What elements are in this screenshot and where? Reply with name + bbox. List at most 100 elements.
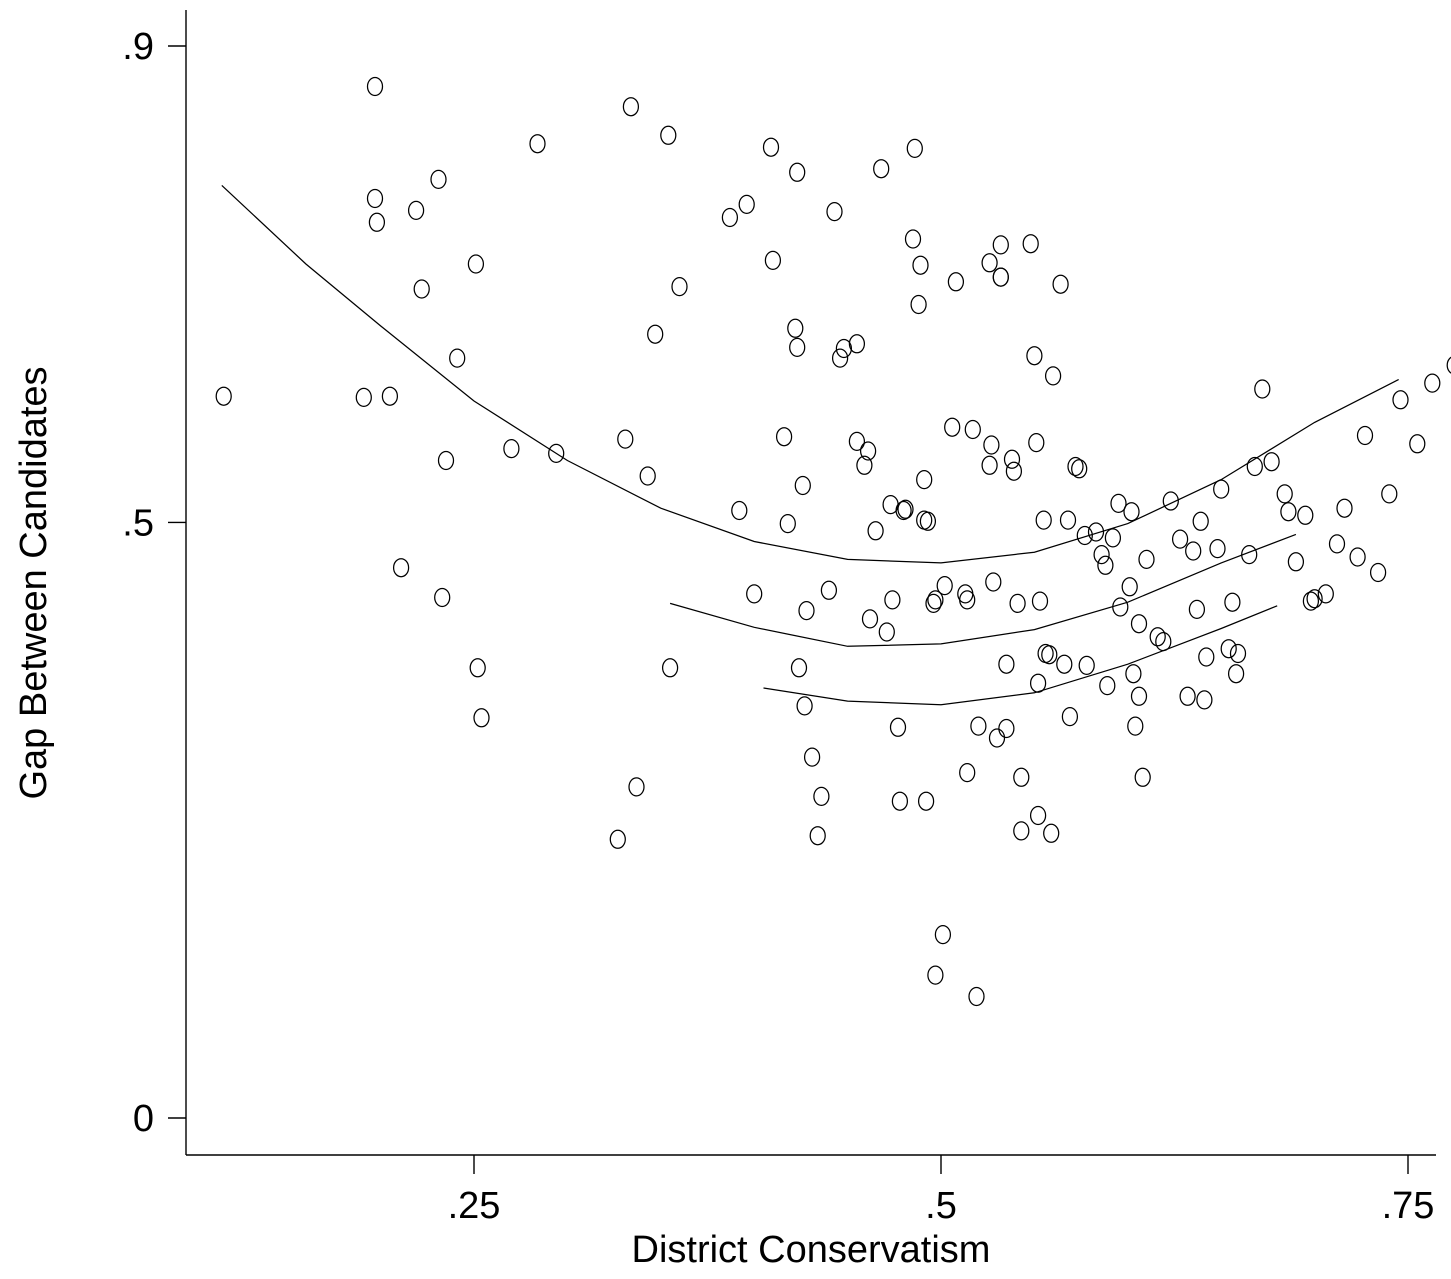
- scatter-point: [1297, 505, 1314, 525]
- scatter-point: [1188, 599, 1206, 620]
- scatter-point: [617, 429, 634, 449]
- scatter-point: [848, 334, 866, 354]
- scatter-point: [906, 138, 923, 159]
- scatter-point: [628, 777, 645, 797]
- scatter-point: [437, 450, 455, 471]
- scatter-point: [503, 438, 520, 459]
- scatter-point: [366, 76, 384, 97]
- scatter-point: [430, 169, 447, 190]
- scatter-point: [884, 590, 901, 610]
- scatter-point: [981, 253, 998, 273]
- scatter-point: [1209, 538, 1226, 559]
- scatter-point: [947, 272, 965, 292]
- scatter-point: [861, 609, 879, 629]
- scatter-point: [762, 137, 780, 157]
- scatter-point: [790, 658, 808, 678]
- scatter-point: [1097, 555, 1114, 575]
- scatter-point: [215, 386, 232, 406]
- scatter-point: [1125, 664, 1142, 684]
- scatter-point: [959, 590, 976, 610]
- scatter-point: [449, 348, 466, 368]
- scatter-point: [981, 455, 998, 475]
- scatter-point: [1328, 534, 1346, 554]
- scatter-point: [1071, 459, 1088, 479]
- scatter-point: [764, 250, 782, 271]
- scatter-point: [1149, 627, 1166, 647]
- scatter-point: [1056, 654, 1073, 674]
- tick-marks: .25 .5 .75 0 .5 .9: [122, 26, 1434, 1227]
- scatter-point: [925, 593, 942, 614]
- fit-lines: [221, 184, 1399, 706]
- scatter-point: [1099, 675, 1116, 696]
- scatter-point: [1013, 821, 1030, 841]
- scatter-point: [848, 431, 866, 452]
- scatter-point: [1076, 525, 1093, 546]
- scatter-point: [671, 276, 688, 297]
- scatter-point: [988, 728, 1006, 748]
- scatter-point: [1059, 510, 1077, 530]
- scatter-point: [1087, 522, 1105, 542]
- scatter-point: [912, 255, 929, 275]
- scatter-point: [1093, 544, 1110, 565]
- scatter-point: [622, 97, 640, 117]
- scatter-point: [867, 521, 884, 541]
- scatter-point: [366, 188, 384, 209]
- scatter-point: [661, 658, 679, 678]
- scatter-point: [1112, 597, 1129, 617]
- scatter-point: [873, 159, 890, 179]
- scatter-point: [1185, 541, 1202, 561]
- scatter-point: [1227, 664, 1245, 684]
- scatter-point: [859, 441, 877, 461]
- scatter-point: [1005, 461, 1023, 481]
- scatter-point: [1044, 366, 1062, 386]
- scatter-point: [355, 387, 372, 408]
- scatter-point: [895, 500, 912, 521]
- scatter-point: [1022, 234, 1039, 254]
- scatter-point: [809, 826, 826, 846]
- scatter-point: [1130, 614, 1148, 634]
- scatter-point: [1110, 493, 1127, 514]
- scatter-point: [1276, 484, 1293, 504]
- scatter-point: [1162, 491, 1179, 511]
- scatter-point: [1349, 547, 1366, 567]
- scatter-point: [1409, 434, 1426, 454]
- scatter-point: [934, 924, 952, 945]
- scatter-point: [1254, 379, 1271, 399]
- scatter-point: [944, 417, 961, 437]
- scatter-point: [1028, 432, 1045, 453]
- scatter-point: [473, 708, 490, 728]
- scatter-point: [1171, 529, 1189, 549]
- scatter-point: [469, 658, 486, 678]
- scatter-point: [1078, 655, 1095, 676]
- scatter-point: [1155, 631, 1172, 652]
- axes: [185, 10, 1436, 1156]
- scatter-point: [1287, 552, 1305, 572]
- scatter-point: [998, 718, 1015, 739]
- scatter-point: [796, 696, 813, 716]
- scatter-point: [835, 338, 853, 359]
- scatter-point: [529, 134, 546, 154]
- scatter-point: [1263, 452, 1280, 472]
- y-tick-label: 0: [133, 1098, 154, 1140]
- scatter-point: [407, 200, 425, 221]
- scatter-point: [1446, 356, 1451, 374]
- scatter-point: [775, 427, 793, 447]
- y-tick-label: .5: [122, 502, 154, 544]
- scatter-point: [917, 791, 935, 811]
- scatter-point: [1041, 645, 1058, 665]
- scatter-point: [731, 500, 748, 521]
- scatter-point: [936, 575, 953, 596]
- scatter-point: [787, 318, 804, 338]
- scatter-point: [891, 791, 909, 811]
- scatter-points: [215, 76, 1451, 1007]
- scatter-point: [746, 584, 763, 604]
- scatter-point: [1123, 502, 1140, 522]
- scatter-point: [919, 511, 937, 531]
- scatter-point: [1013, 767, 1030, 787]
- scatter-point: [1369, 562, 1387, 583]
- scatter-point: [798, 600, 815, 621]
- scatter-point: [1280, 502, 1297, 522]
- scatter-point: [1127, 716, 1144, 736]
- scatter-point: [1043, 823, 1060, 843]
- scatter-point: [413, 279, 430, 299]
